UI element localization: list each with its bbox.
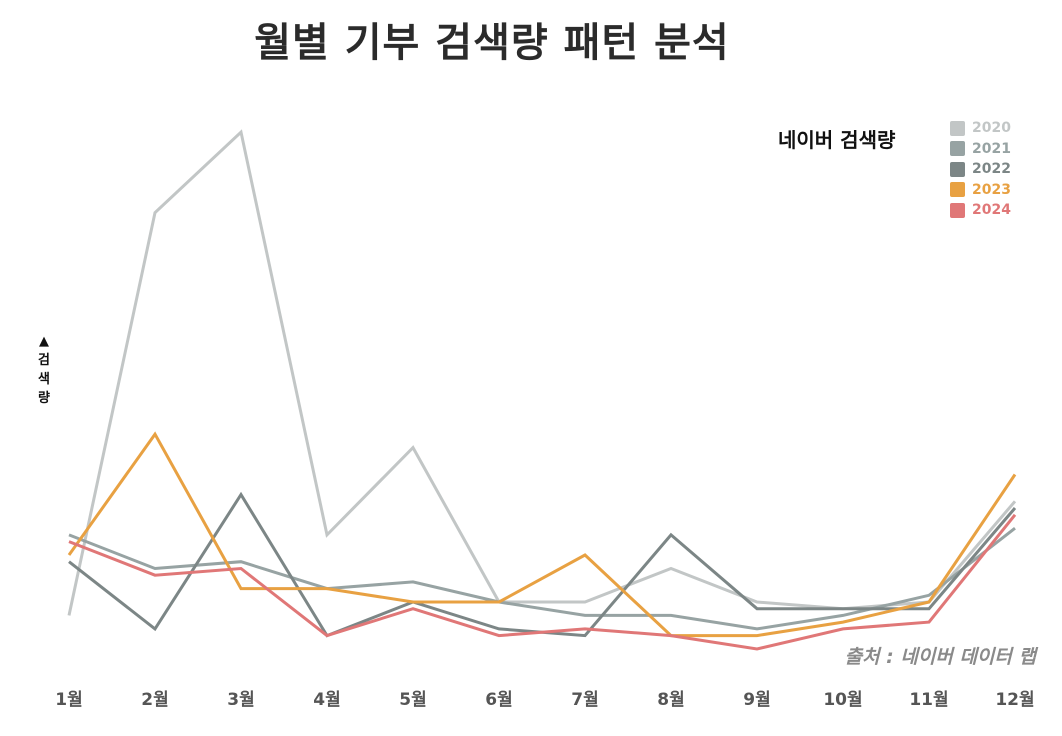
x-tick-layer: 1월 2월 3월 4월 5월 6월 7월 8월 9월 10월 11월 12월	[55, 690, 1034, 710]
legend-label-2022: 2022	[972, 161, 1011, 178]
legend-item-2023: 2023	[950, 180, 1011, 201]
series-layer	[67, 129, 1017, 651]
x-tick-label: 10월	[823, 690, 862, 710]
y-axis-label-char: 량	[38, 391, 50, 406]
x-tick-label: 8월	[657, 690, 684, 710]
chart-title: 월별 기부 검색량 패턴 분석	[254, 20, 730, 66]
y-axis-label: ▲ 검 색 량	[36, 332, 52, 408]
x-tick-label: 11월	[909, 690, 948, 710]
x-tick-label: 2월	[141, 690, 168, 710]
legend-item-2020: 2020	[950, 118, 1011, 139]
x-tick-label: 6월	[485, 690, 512, 710]
y-axis-label-char: ▲	[39, 334, 49, 349]
y-axis-label-text: ▲ 검 색 량	[36, 332, 52, 408]
legend-label-2021: 2021	[972, 140, 1011, 157]
x-tick-label: 12월	[995, 690, 1034, 710]
legend-swatch-2020	[950, 120, 965, 136]
chart-subtitle: 네이버 검색량	[778, 128, 896, 152]
x-tick-label: 3월	[227, 690, 254, 710]
legend-swatch-2021	[950, 141, 965, 157]
legend-swatch-2022	[950, 161, 965, 177]
legend-swatch-2024	[950, 202, 965, 218]
x-tick-label: 5월	[399, 690, 426, 710]
legend-item-2021: 2021	[950, 139, 1011, 160]
legend: 2020 2021 2022 2023 2024	[950, 118, 1011, 221]
x-tick-label: 9월	[743, 690, 770, 710]
legend-swatch-2023	[950, 182, 965, 198]
series-line-2024	[68, 513, 1017, 651]
x-tick-label: 4월	[313, 690, 340, 710]
legend-label-2020: 2020	[972, 120, 1011, 137]
legend-item-2024: 2024	[950, 200, 1011, 221]
y-axis-label-char: 검	[38, 353, 50, 368]
legend-item-2022: 2022	[950, 159, 1011, 180]
legend-label-2023: 2023	[972, 181, 1011, 198]
x-tick-label: 1월	[55, 690, 82, 710]
y-axis-label-char: 색	[38, 372, 50, 387]
source-note: 출처 : 네이버 데이터 랩	[844, 646, 1036, 668]
legend-label-2024: 2024	[972, 202, 1011, 219]
x-tick-label: 7월	[571, 690, 598, 710]
series-line-2023	[67, 431, 1017, 638]
